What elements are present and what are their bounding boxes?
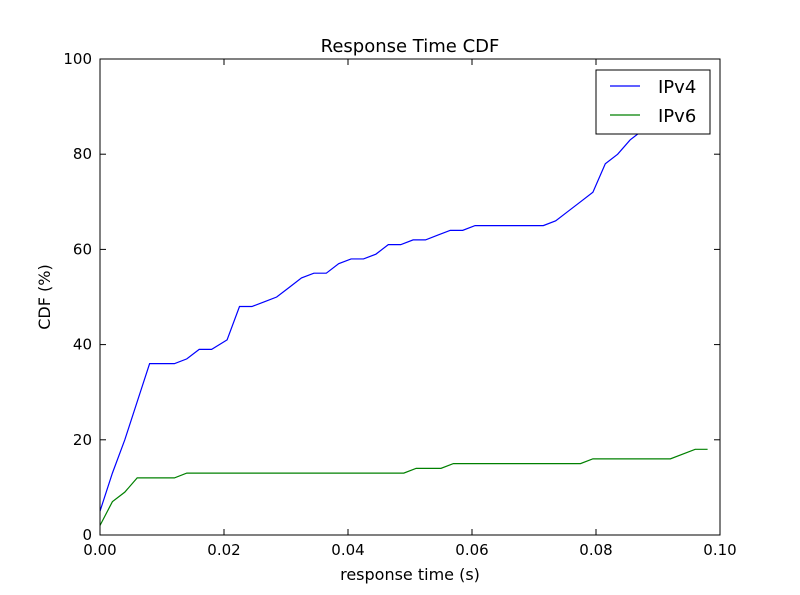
x-tick-label: 0.04 bbox=[331, 541, 364, 559]
y-tick-label: 0 bbox=[82, 526, 92, 544]
y-tick-label: 100 bbox=[63, 50, 92, 68]
x-tick-label: 0.08 bbox=[579, 541, 612, 559]
y-axis: 0 20 40 60 80 100 bbox=[63, 50, 720, 544]
y-tick-label: 20 bbox=[73, 431, 92, 449]
x-tick-label: 0.02 bbox=[207, 541, 240, 559]
legend-frame bbox=[595, 69, 711, 135]
x-tick-label: 0.10 bbox=[703, 541, 736, 559]
plot-frame bbox=[99, 58, 721, 536]
legend-label-ipv4: IPv4 bbox=[658, 77, 696, 98]
legend-label-ipv6: IPv6 bbox=[658, 106, 696, 127]
y-tick-label: 60 bbox=[73, 240, 92, 258]
x-axis-label: response time (s) bbox=[340, 565, 480, 584]
y-tick-label: 40 bbox=[73, 336, 92, 354]
y-tick-label: 80 bbox=[73, 145, 92, 163]
y-axis-label: CDF (%) bbox=[35, 264, 54, 329]
chart-title: Response Time CDF bbox=[321, 36, 500, 57]
x-axis: 0.00 0.02 0.04 0.06 0.08 0.10 bbox=[83, 59, 737, 559]
series-line-ipv6 bbox=[99, 448, 708, 526]
legend: IPv4 IPv6 bbox=[595, 69, 711, 135]
x-tick-label: 0.06 bbox=[455, 541, 488, 559]
x-tick-label: 0.00 bbox=[83, 541, 116, 559]
series-line-ipv4 bbox=[99, 125, 659, 512]
